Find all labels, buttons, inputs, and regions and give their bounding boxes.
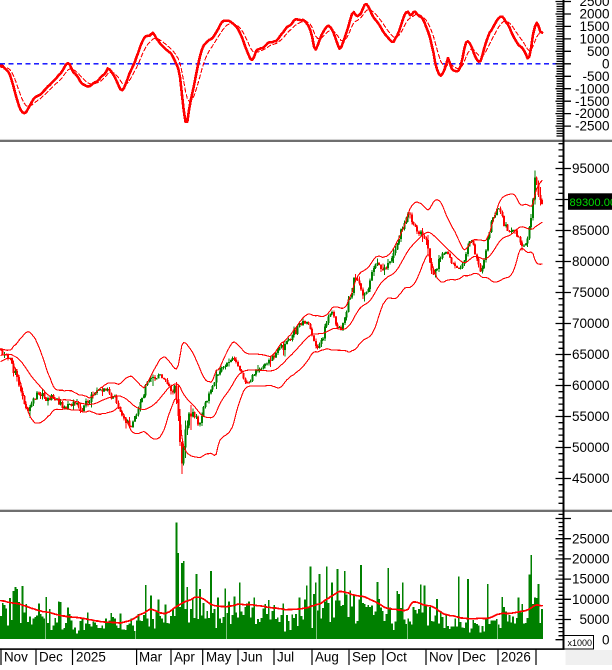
svg-text:65000: 65000 <box>572 347 610 362</box>
svg-text:70000: 70000 <box>572 316 610 331</box>
svg-text:Aug: Aug <box>315 650 339 665</box>
svg-text:Apr: Apr <box>174 650 195 665</box>
svg-text:20000: 20000 <box>572 552 610 567</box>
svg-text:x1000: x1000 <box>568 638 593 648</box>
svg-text:2025: 2025 <box>76 650 106 665</box>
svg-text:Jun: Jun <box>241 650 263 665</box>
svg-text:Dec: Dec <box>462 650 486 665</box>
svg-text:Oct: Oct <box>386 650 407 665</box>
svg-text:85000: 85000 <box>572 223 610 238</box>
svg-text:May: May <box>206 650 232 665</box>
svg-text:2500: 2500 <box>579 0 609 9</box>
svg-text:Jul: Jul <box>277 650 294 665</box>
svg-text:Nov: Nov <box>429 650 453 665</box>
svg-text:10000: 10000 <box>572 592 610 607</box>
svg-text:89300.00: 89300.00 <box>570 197 612 209</box>
svg-text:50000: 50000 <box>572 440 610 455</box>
svg-text:95000: 95000 <box>572 161 610 176</box>
svg-text:Sep: Sep <box>352 650 376 665</box>
svg-text:80000: 80000 <box>572 254 610 269</box>
svg-text:55000: 55000 <box>572 409 610 424</box>
svg-text:2026: 2026 <box>501 650 531 665</box>
svg-text:75000: 75000 <box>572 285 610 300</box>
svg-text:45000: 45000 <box>572 471 610 486</box>
svg-text:15000: 15000 <box>572 572 610 587</box>
svg-text:Mar: Mar <box>139 650 163 665</box>
svg-text:60000: 60000 <box>572 378 610 393</box>
svg-text:5000: 5000 <box>579 612 609 627</box>
svg-text:0: 0 <box>602 632 610 647</box>
svg-text:Dec: Dec <box>39 650 63 665</box>
svg-text:25000: 25000 <box>572 531 610 546</box>
svg-text:Nov: Nov <box>4 650 28 665</box>
